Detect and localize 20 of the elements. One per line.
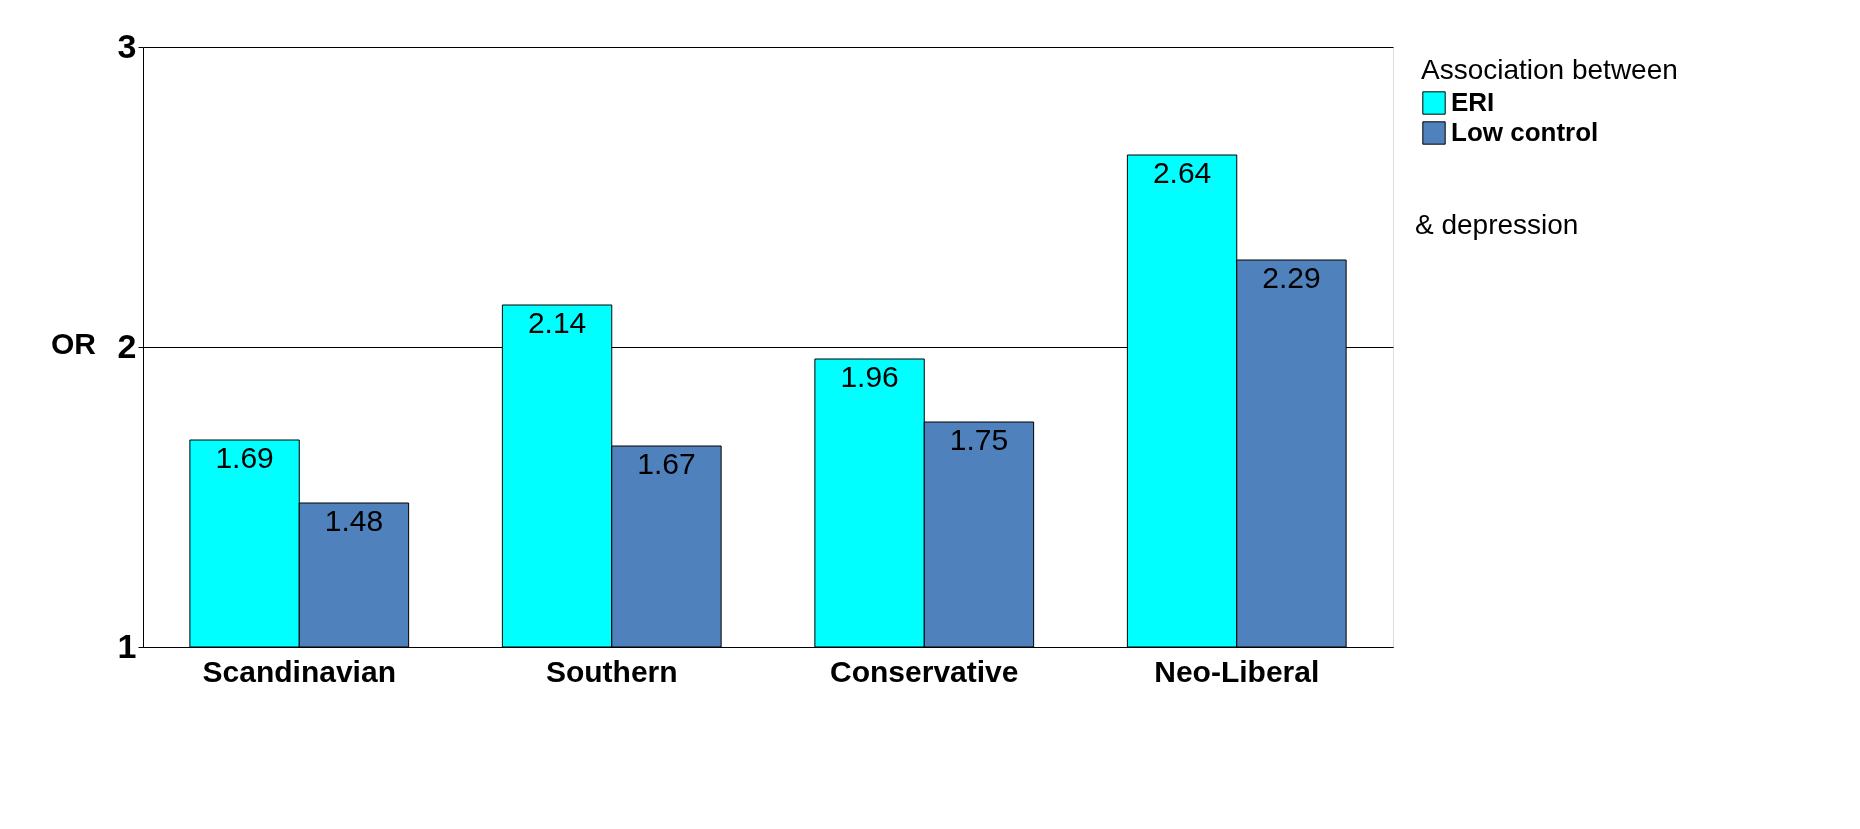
x-tick-label: Neo-Liberal	[1154, 654, 1320, 688]
x-tick-label: Conservative	[830, 654, 1019, 688]
data-label: 1.48	[324, 504, 384, 537]
y-tick-label: 1	[117, 626, 137, 665]
x-tick-label: Scandinavian	[202, 654, 396, 688]
x-tick-label: Southern	[545, 654, 678, 688]
data-label: 1.75	[949, 423, 1009, 456]
data-label: 2.29	[1262, 261, 1321, 294]
data-label: 1.69	[215, 441, 274, 474]
y-tick-label: 2	[117, 326, 137, 365]
data-label: 1.67	[637, 447, 696, 480]
y-axis-title: OR	[51, 326, 97, 360]
data-label: 2.14	[527, 306, 587, 339]
legend-label: ERI	[1451, 87, 1495, 117]
text: & depression	[1415, 209, 1579, 240]
legend-label: Low control	[1451, 117, 1599, 147]
legend-title: Association between	[1421, 54, 1678, 85]
data-label: 1.96	[840, 360, 899, 393]
y-tick-label: 3	[117, 26, 137, 65]
data-label: 2.64	[1152, 156, 1212, 189]
